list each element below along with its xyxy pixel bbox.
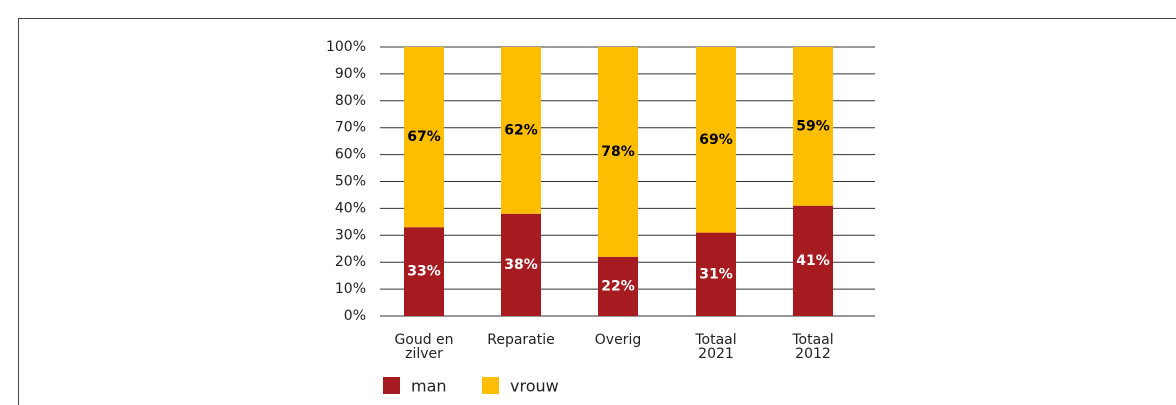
- y-tick-label: 100%: [326, 39, 366, 55]
- bar-segment: [404, 227, 444, 316]
- x-tick-label: 2021: [698, 346, 734, 362]
- bar-segment: [501, 47, 541, 214]
- legend-swatch: [383, 377, 400, 394]
- x-tick-label: Goud en: [394, 332, 453, 348]
- x-tick-label: Reparatie: [487, 332, 555, 348]
- data-label: 33%: [407, 264, 441, 280]
- bar-segment: [793, 47, 833, 206]
- legend-label: man: [411, 377, 447, 396]
- bar-segment: [793, 205, 833, 316]
- x-tick-label: Totaal: [694, 332, 736, 348]
- data-label: 31%: [699, 266, 733, 282]
- bar-segment: [598, 256, 638, 316]
- y-tick-label: 0%: [344, 308, 366, 324]
- data-label: 22%: [601, 278, 635, 294]
- y-tick-label: 90%: [335, 66, 366, 82]
- data-label: 69%: [699, 132, 733, 148]
- data-label: 38%: [504, 257, 538, 273]
- y-tick-label: 30%: [335, 227, 366, 243]
- y-tick-label: 70%: [335, 120, 366, 136]
- bar-segment: [404, 47, 444, 228]
- x-tick-label: Totaal: [791, 332, 833, 348]
- legend-swatch: [482, 377, 499, 394]
- y-tick-label: 10%: [335, 281, 366, 297]
- y-tick-label: 50%: [335, 174, 366, 190]
- bar-segment: [598, 47, 638, 257]
- data-label: 59%: [796, 118, 830, 134]
- data-label: 67%: [407, 129, 441, 145]
- data-label: 41%: [796, 253, 830, 269]
- y-tick-label: 40%: [335, 200, 366, 216]
- y-tick-label: 60%: [335, 147, 366, 163]
- y-tick-label: 80%: [335, 93, 366, 109]
- data-label: 62%: [504, 122, 538, 138]
- bar-segment: [696, 232, 736, 316]
- x-tick-label: Overig: [595, 332, 641, 348]
- x-tick-label: 2012: [795, 346, 831, 362]
- bar-segment: [501, 213, 541, 316]
- x-tick-label: zilver: [405, 346, 443, 362]
- y-tick-label: 20%: [335, 254, 366, 270]
- legend-label: vrouw: [510, 377, 559, 396]
- data-label: 78%: [601, 144, 635, 160]
- frame: [18, 18, 1176, 405]
- bar-segment: [696, 47, 736, 233]
